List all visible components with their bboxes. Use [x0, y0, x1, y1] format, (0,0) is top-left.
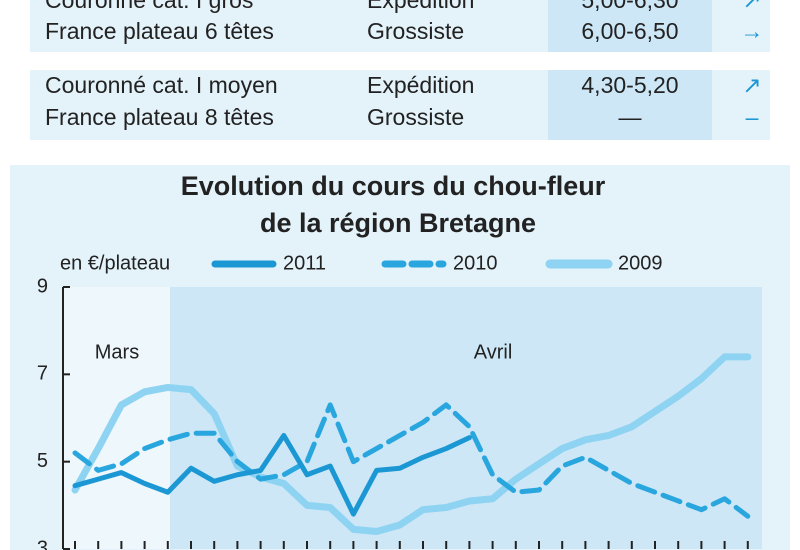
line-series — [72, 402, 751, 519]
table-cell: 5,00-6,30 — [581, 0, 678, 13]
price-column — [548, 70, 712, 140]
line-series — [71, 353, 752, 536]
table-cell: 4,30-5,20 — [581, 72, 678, 98]
y-tick-label: 9 — [37, 275, 48, 297]
y-tick-label: 7 — [37, 363, 48, 385]
y-tick-label: 5 — [37, 450, 48, 472]
legend-label: 2010 — [453, 252, 498, 274]
table-cell: Couronné cat. I moyen — [45, 72, 278, 98]
table-cell: ↗ — [742, 72, 761, 98]
table-cell: France plateau 8 têtes — [45, 104, 274, 130]
table-cell: ↗ — [742, 0, 761, 13]
legend-label: 2011 — [283, 252, 326, 274]
table-cell: Grossiste — [367, 18, 464, 44]
table-cell: Grossiste — [367, 104, 464, 130]
table-cell: Expédition — [367, 0, 474, 13]
chart-title: de la région Bretagne — [260, 208, 536, 238]
y-axis-label: en €/plateau — [60, 252, 170, 274]
price-column — [548, 0, 712, 52]
table-cell: — — [619, 104, 642, 130]
table-cell: → — [741, 18, 764, 44]
line-series — [72, 432, 472, 517]
table-cell: Couronné cat. I gros — [45, 0, 253, 13]
table-cell: Expédition — [367, 72, 474, 98]
table-cell: – — [746, 104, 759, 130]
annotation: Mars — [95, 341, 139, 363]
chart-title: Evolution du cours du chou-fleur — [181, 171, 606, 201]
annotation: Avril — [474, 341, 513, 363]
legend-label: 2009 — [618, 252, 663, 274]
table-cell: 6,00-6,50 — [581, 18, 678, 44]
table-cell: France plateau 6 têtes — [45, 18, 274, 44]
y-tick-label: 3 — [37, 537, 48, 550]
period-shade — [170, 287, 762, 549]
